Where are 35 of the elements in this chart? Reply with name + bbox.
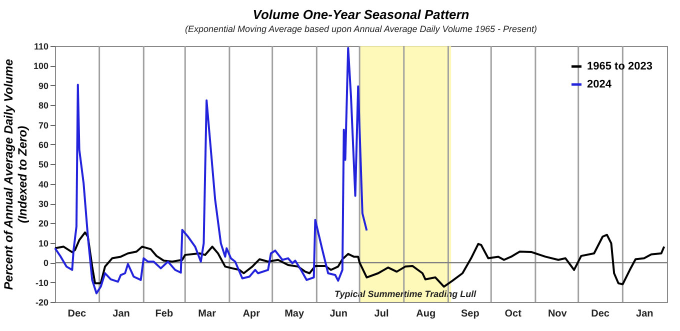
chart-title: Volume One-Year Seasonal Pattern bbox=[252, 7, 470, 22]
y-tick-label: -10 bbox=[35, 278, 48, 288]
line-series bbox=[54, 231, 666, 288]
y-tick-label: 10 bbox=[38, 238, 48, 248]
x-tick-label: Aug bbox=[416, 308, 436, 320]
x-tick-label: Jan bbox=[112, 308, 130, 320]
y-tick-label: 30 bbox=[38, 199, 48, 210]
x-tick-label: Apr bbox=[242, 308, 260, 320]
y-tick-label: 100 bbox=[33, 61, 48, 72]
x-tick-label: Jan bbox=[636, 308, 654, 320]
y-tick-label: 20 bbox=[38, 218, 48, 229]
y-tick-label: 60 bbox=[38, 140, 48, 150]
y-axis-title: Percent of Annual Average Daily Volume (Indexed to Zero) bbox=[1, 58, 30, 290]
y-tick-label: 80 bbox=[38, 100, 48, 111]
band-label: Typical Summertime Trading Lull bbox=[334, 289, 477, 299]
x-tick-label: Oct bbox=[504, 308, 522, 320]
x-tick-label: Dec bbox=[591, 308, 610, 320]
y-tick-label: 70 bbox=[38, 120, 48, 130]
legend-label: 1965 to 2023 bbox=[587, 60, 652, 72]
x-tick-label: Dec bbox=[68, 308, 87, 320]
x-tick-label: Feb bbox=[155, 308, 174, 320]
legend-label: 2024 bbox=[587, 78, 612, 90]
x-tick-label: May bbox=[284, 308, 304, 320]
x-tick-label: Mar bbox=[198, 308, 216, 320]
x-tick-label: Jul bbox=[374, 308, 389, 320]
x-tick-label: Sep bbox=[461, 308, 480, 320]
y-tick-label: 50 bbox=[38, 160, 48, 170]
y-tick-label: 110 bbox=[34, 42, 48, 52]
y-tick-label: 90 bbox=[38, 80, 48, 91]
y-tick-label: 0 bbox=[43, 258, 48, 268]
chart-subtitle: (Exponential Moving Average based upon Annual Average Daily Volume 1965 - Present) bbox=[184, 24, 538, 34]
x-tick-label: Nov bbox=[548, 308, 568, 320]
y-tick-label: -20 bbox=[35, 298, 48, 308]
y-tick-label: 40 bbox=[38, 179, 48, 190]
x-tick-label: Jun bbox=[330, 308, 348, 320]
